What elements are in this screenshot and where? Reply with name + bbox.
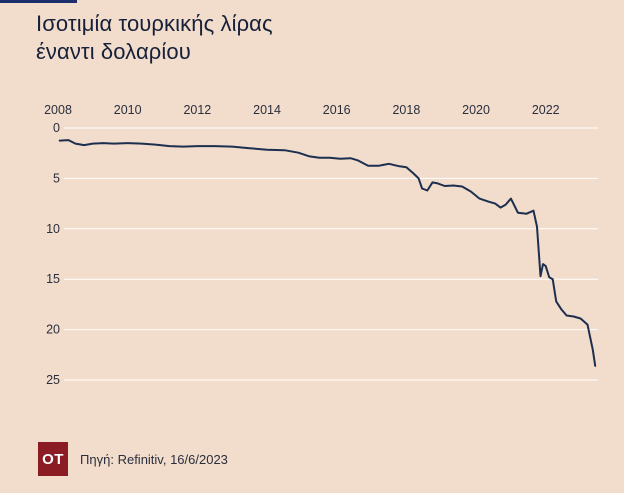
- x-axis-tick-labels: 2008 2010 2012 2014 2016 2018 2020 2022: [44, 103, 560, 117]
- y-tick-label-5: 5: [53, 171, 60, 185]
- x-tick-label-2022: 2022: [532, 103, 560, 117]
- chart-title-line-1: Ισοτιμία τουρκικής λίρας: [36, 11, 273, 36]
- publisher-logo: OT: [38, 442, 68, 476]
- y-tick-label-0: 0: [53, 121, 60, 135]
- y-tick-label-20: 20: [46, 323, 60, 337]
- y-tick-label-10: 10: [46, 222, 60, 236]
- x-tick-label-2012: 2012: [183, 103, 211, 117]
- chart-title-line-2: έναντι δολαρίου: [36, 39, 191, 64]
- series-line-0: [58, 139, 597, 367]
- x-tick-label-2008: 2008: [44, 103, 72, 117]
- x-tick-label-2014: 2014: [253, 103, 281, 117]
- footer: OT Πηγή: Refinitiv, 16/6/2023: [38, 442, 228, 476]
- x-tick-label-2016: 2016: [323, 103, 351, 117]
- chart-title: Ισοτιμία τουρκικής λίρας έναντι δολαρίου: [36, 10, 596, 66]
- line-chart: 2008 2010 2012 2014 2016 2018 2020 2022 0 5 10 15 2…: [44, 103, 598, 387]
- x-tick-label-2018: 2018: [392, 103, 420, 117]
- y-tick-label-15: 15: [46, 272, 60, 286]
- x-tick-label-2010: 2010: [114, 103, 142, 117]
- x-tick-label-2020: 2020: [462, 103, 490, 117]
- y-axis-tick-labels: 0 5 10 15 20 25: [46, 121, 60, 387]
- y-tick-label-25: 25: [46, 373, 60, 387]
- series-layer: [58, 139, 597, 367]
- grid-layer: [64, 127, 598, 381]
- source-note: Πηγή: Refinitiv, 16/6/2023: [80, 451, 228, 467]
- top-accent-bar: [0, 0, 77, 3]
